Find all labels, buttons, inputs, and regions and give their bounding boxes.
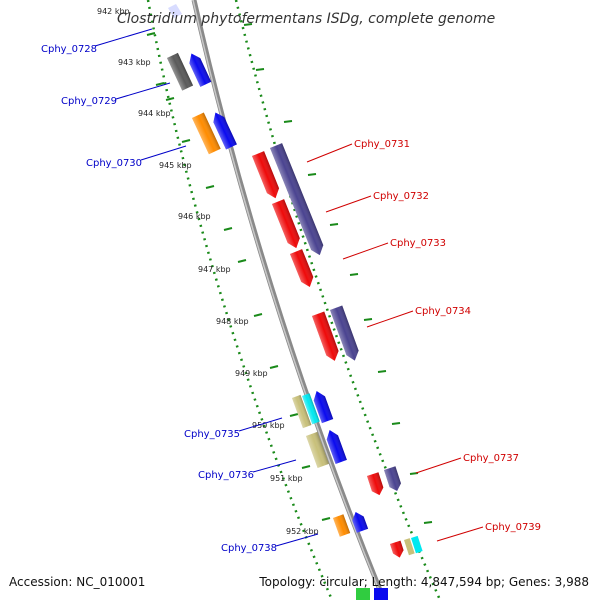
kbp-label: 948 kbp xyxy=(216,317,249,326)
right-gene-labels xyxy=(306,143,484,542)
kbp-label: 946 kbp xyxy=(178,212,211,221)
kbp-label: 943 kbp xyxy=(118,58,151,67)
accession-text: Accession: NC_010001 xyxy=(9,575,145,589)
gene-label-right[interactable]: Cphy_0732 xyxy=(373,191,429,202)
gene-block-blue-bottom[interactable] xyxy=(374,588,388,600)
left-gene-labels xyxy=(94,28,319,547)
genome-summary-text: Topology: circular; Length: 4,847,594 bp… xyxy=(258,575,589,589)
gene-label-left[interactable]: Cphy_0735 xyxy=(184,429,240,440)
gene-blocks-left xyxy=(167,4,388,600)
gene-block-cyan-0739[interactable] xyxy=(411,535,423,554)
kbp-labels: 942 kbp 943 kbp 944 kbp 945 kbp 946 kbp … xyxy=(97,7,319,536)
gene-label-right[interactable]: Cphy_0739 xyxy=(485,522,541,533)
kbp-label: 945 kbp xyxy=(159,161,192,170)
genome-backbone xyxy=(191,0,387,600)
kbp-label: 942 kbp xyxy=(97,7,130,16)
gene-label-right[interactable]: Cphy_0731 xyxy=(354,139,410,150)
kbp-label: 944 kbp xyxy=(138,109,171,118)
track-tick-marks xyxy=(146,23,433,524)
gene-label-left[interactable]: Cphy_0736 xyxy=(198,470,254,481)
gene-label-left[interactable]: Cphy_0728 xyxy=(41,44,97,55)
kbp-label: 951 kbp xyxy=(270,474,303,483)
gene-label-right[interactable]: Cphy_0734 xyxy=(415,306,471,317)
gene-blocks-right xyxy=(252,143,423,558)
left-outer-track xyxy=(146,0,334,600)
gene-label-right[interactable]: Cphy_0733 xyxy=(390,238,446,249)
gene-label-right[interactable]: Cphy_0737 xyxy=(463,453,519,464)
kbp-label: 949 kbp xyxy=(235,369,268,378)
gene-label-left[interactable]: Cphy_0738 xyxy=(221,543,277,554)
kbp-label: 947 kbp xyxy=(198,265,231,274)
gene-block-green-bottom[interactable] xyxy=(356,588,370,600)
gene-label-left[interactable]: Cphy_0730 xyxy=(86,158,142,169)
right-outer-track xyxy=(234,0,442,600)
genome-title: Clostridium phytofermentans ISDg, comple… xyxy=(117,11,495,27)
gene-block-khaki-0739[interactable] xyxy=(404,538,415,556)
kbp-label: 952 kbp xyxy=(286,527,319,536)
kbp-label: 950 kbp xyxy=(252,421,285,430)
gene-label-left[interactable]: Cphy_0729 xyxy=(61,96,117,107)
gene-block-faded[interactable] xyxy=(168,4,182,18)
